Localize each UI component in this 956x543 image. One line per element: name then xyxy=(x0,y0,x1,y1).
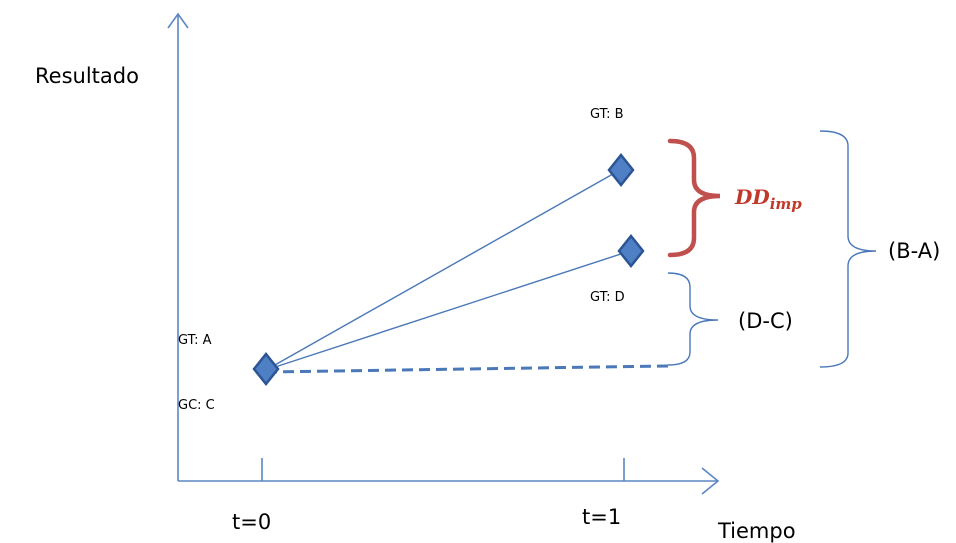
y-axis-label: Resultado xyxy=(35,64,139,88)
impact-brace xyxy=(667,138,721,258)
label-gt-a: GT: A xyxy=(178,333,212,348)
total-brace xyxy=(819,130,877,368)
x-axis-label: Tiempo xyxy=(717,519,796,543)
x-tick-label-t1: t=1 xyxy=(582,505,621,529)
data-markers xyxy=(252,152,645,387)
impact-label: DDimp xyxy=(734,185,802,213)
trend-brace-label: (D-C) xyxy=(738,309,793,333)
control-line xyxy=(265,364,669,374)
x-tick-label-t0: t=0 xyxy=(232,510,271,534)
label-gc-c: GC: C xyxy=(178,398,215,413)
y-axis-arrowhead xyxy=(167,12,189,29)
treatment-end-marker xyxy=(607,152,635,188)
impact-label-main: DD xyxy=(734,185,770,209)
trend-lines xyxy=(265,169,669,374)
start-point-marker xyxy=(252,351,280,387)
counterfactual-end-marker xyxy=(617,233,645,269)
axes xyxy=(167,12,720,495)
label-gt-b: GT: B xyxy=(590,107,624,122)
total-brace-label: (B-A) xyxy=(888,239,940,263)
impact-label-sub: imp xyxy=(770,195,803,213)
treatment-line xyxy=(265,169,621,371)
counterfactual-line xyxy=(265,250,631,371)
label-gt-d: GT: D xyxy=(590,290,625,305)
x-axis-arrowhead xyxy=(701,467,720,495)
trend-brace xyxy=(667,272,719,366)
